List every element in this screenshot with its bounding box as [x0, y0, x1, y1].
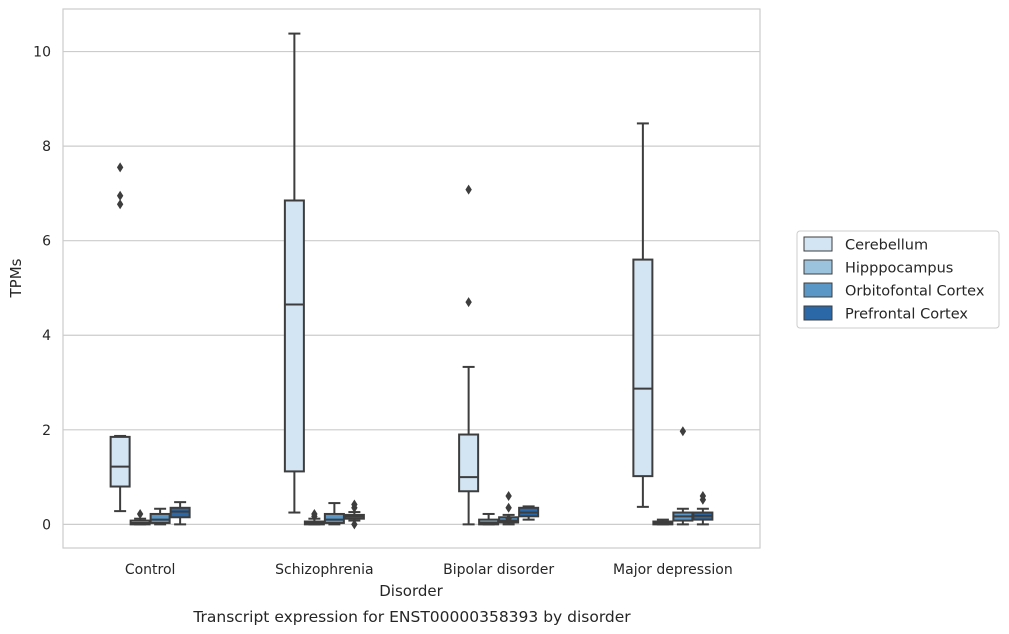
box-orbitofontal-cortex: [672, 426, 694, 526]
x-axis-title: Disorder: [379, 582, 443, 600]
legend-swatch: [803, 282, 833, 298]
legend-swatch: [803, 305, 833, 321]
box-hipppocampus: [652, 518, 674, 526]
legend-label: Prefrontal Cortex: [845, 307, 968, 323]
y-tick-label: 10: [33, 45, 51, 61]
y-tick-label: 6: [42, 234, 51, 250]
outlier-point: [679, 426, 687, 437]
box-iqr: [109, 435, 131, 488]
y-tick-labels: 0 2 4 6 8 10: [33, 45, 51, 534]
box-iqr: [149, 512, 171, 524]
y-tick-label: 2: [42, 423, 51, 439]
outlier-point: [699, 490, 707, 501]
x-tick-labels: Control Schizophrenia Bipolar disorder Majo…: [125, 562, 733, 578]
outlier-point: [136, 508, 144, 519]
legend-label: Hipppocampus: [845, 261, 953, 277]
box-iqr: [323, 512, 345, 524]
outlier-point: [505, 490, 512, 501]
x-tick-label: Bipolar disorder: [443, 562, 554, 578]
box-prefrontal-cortex: [169, 501, 191, 526]
y-tick-label: 8: [42, 139, 51, 155]
box-prefrontal-cortex: [343, 499, 365, 530]
x-tick-label: Schizophrenia: [275, 562, 373, 578]
x-tick-label: Major depression: [613, 562, 733, 578]
box-hipppocampus: [129, 508, 151, 526]
outlier-point: [311, 508, 318, 519]
box-hipppocampus: [303, 508, 325, 526]
box-orbitofontal-cortex: [149, 507, 171, 526]
outlier-point: [116, 190, 124, 201]
box-iqr: [283, 199, 305, 473]
box-cerebellum: [458, 184, 480, 526]
x-tick-label: Control: [125, 562, 176, 578]
outlier-point: [505, 513, 512, 524]
box-iqr: [632, 258, 654, 478]
outlier-point: [465, 297, 472, 308]
legend-frame: [796, 230, 1000, 329]
grid-lines: [63, 50, 760, 525]
box-orbitofontal-cortex: [323, 502, 345, 526]
y-tick-label: 0: [42, 517, 51, 533]
outlier-point: [351, 499, 358, 510]
outlier-point: [351, 519, 358, 530]
outlier-point: [465, 184, 472, 195]
chart-caption: Transcript expression for ENST0000035839…: [192, 608, 631, 626]
legend-swatch: [803, 236, 833, 252]
legend-label: Orbitofontal Cortex: [845, 284, 985, 300]
legend-label: Cerebellum: [845, 238, 928, 254]
y-tick-label: 4: [42, 328, 51, 344]
box-prefrontal-cortex: [518, 505, 540, 521]
box-orbitofontal-cortex: [498, 490, 520, 526]
box-cerebellum: [632, 122, 654, 508]
box-cerebellum: [283, 32, 305, 514]
box-iqr: [458, 433, 480, 493]
outlier-point: [116, 162, 124, 173]
outlier-point: [505, 502, 512, 513]
y-axis-title: TPMs: [7, 258, 25, 298]
boxes: [109, 32, 714, 530]
plot-frame: [62, 8, 761, 549]
legend: Cerebellum Hipppocampus Orbitofontal Corte…: [796, 230, 1000, 329]
box-prefrontal-cortex: [692, 490, 714, 526]
outlier-point: [116, 199, 124, 210]
box-hipppocampus: [478, 512, 500, 526]
legend-swatch: [803, 259, 833, 275]
box-cerebellum: [109, 162, 131, 513]
